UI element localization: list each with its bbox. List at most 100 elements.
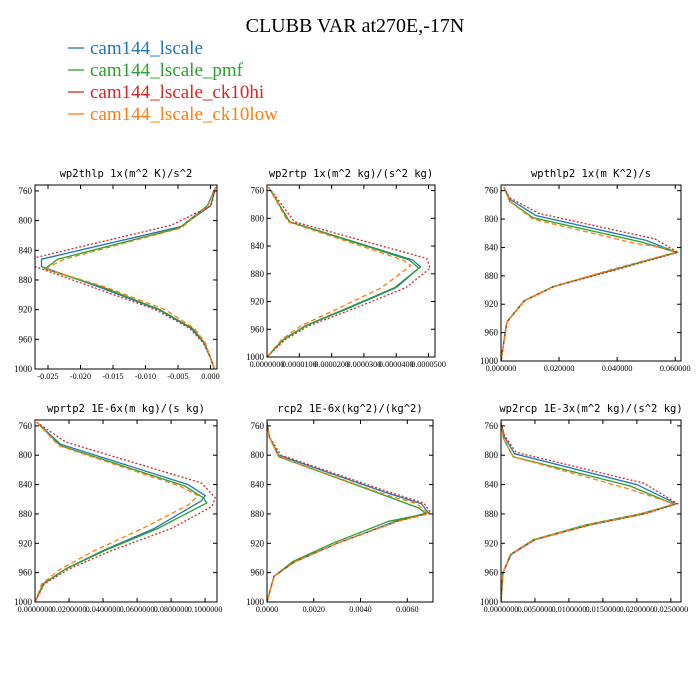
y-tick-label: 800 (251, 213, 265, 223)
y-tick-label: 880 (19, 275, 33, 285)
panel-title: wp2rcp 1E-3x(m^2 kg)/(s^2 kg) (499, 403, 682, 415)
x-tick-label: 0.0040 (349, 605, 372, 614)
x-tick-label: 0.1000000 (188, 605, 223, 614)
panel-6: wp2rcp 1E-3x(m^2 kg)/(s^2 kg)760 800 840 88… (480, 403, 688, 614)
y-tick-label: 760 (19, 186, 33, 196)
y-tick-label: 760 (19, 421, 33, 431)
x-tick-label: -0.020 (70, 372, 91, 381)
series-line-cam144-lscale (35, 421, 207, 602)
series-line-cam144-lscale-pmf (267, 422, 428, 602)
x-tick-label: 0.0200000 (619, 605, 654, 614)
series-line-cam144-lscale-ck10low (35, 421, 200, 602)
legend-label: cam144_lscale (90, 38, 203, 59)
y-tick-label: 960 (485, 568, 499, 578)
y-tick-label: 1000 (480, 597, 499, 607)
panel-title: wprtp2 1E-6x(m kg)/(s kg) (47, 403, 205, 415)
y-tick-label: 1000 (14, 364, 33, 374)
series-line-cam144-lscale-pmf (35, 421, 208, 602)
series-line-cam144-lscale-ck10low (267, 186, 412, 357)
x-tick-label: 0.040000 (602, 364, 633, 373)
y-tick-label: 920 (485, 299, 499, 309)
y-tick-label: 960 (485, 328, 499, 338)
series-line-cam144-lscale-ck10low (501, 186, 677, 361)
y-tick-label: 760 (251, 421, 265, 431)
series-line-cam144-lscale (267, 186, 422, 357)
x-tick-label: 0.0400000 (86, 605, 121, 614)
x-tick-label: 0.0020 (303, 605, 326, 614)
y-tick-label: 880 (19, 509, 33, 519)
y-tick-label: 800 (251, 450, 265, 460)
y-tick-label: 800 (485, 214, 499, 224)
series-line-cam144-lscale (267, 422, 430, 602)
x-tick-label: 0.0000300 (347, 360, 382, 369)
x-tick-label: 0.0000 (256, 605, 279, 614)
y-tick-label: 960 (19, 334, 33, 344)
y-tick-label: 840 (251, 480, 265, 490)
legend-label: cam144_lscale_pmf (90, 60, 244, 81)
x-tick-label: -0.005 (167, 372, 188, 381)
y-tick-label: 800 (485, 450, 499, 460)
legend-label: cam144_lscale_ck10low (90, 104, 278, 125)
y-tick-label: 880 (485, 271, 499, 281)
x-tick-label: -0.015 (102, 372, 123, 381)
series-line-cam144-lscale-ck10hi (267, 186, 431, 357)
panel-title: wp2rtp 1x(m^2 kg)/(s^2 kg) (269, 168, 433, 180)
y-tick-label: 840 (485, 480, 499, 490)
x-tick-label: 0.0600000 (120, 605, 155, 614)
x-tick-label: 0.000000 (486, 364, 517, 373)
series-line-cam144-lscale-pmf (43, 186, 217, 369)
figure-title: CLUBB VAR at270E,-17N (246, 15, 465, 37)
legend-entry: cam144_lscale_pmf (68, 60, 244, 81)
series-line-cam144-lscale (501, 422, 678, 602)
panel-2: wp2rtp 1x(m^2 kg)/(s^2 kg) 760 800 840 880 92… (246, 168, 446, 369)
y-tick-label: 1000 (14, 597, 33, 607)
panel-title: wpthlp2 1x(m K^2)/s (531, 168, 651, 180)
x-tick-label: 0.0060 (396, 605, 419, 614)
y-tick-label: 920 (19, 305, 33, 315)
y-tick-label: 880 (485, 509, 499, 519)
x-tick-label: 0.0200000 (52, 605, 87, 614)
panel-title: wp2thlp 1x(m^2 K)/s^2 (60, 168, 193, 180)
axes-frame (266, 184, 436, 358)
x-tick-label: 0.0150000 (585, 605, 620, 614)
y-tick-label: 760 (485, 186, 499, 196)
x-tick-label: 0.0000000 (18, 605, 53, 614)
y-tick-label: 840 (19, 245, 33, 255)
x-tick-label: 0.0050000 (518, 605, 553, 614)
x-tick-label: 0.0000400 (379, 360, 414, 369)
series-line-cam144-lscale-ck10low (43, 186, 217, 369)
legend-entry: cam144_lscale_ck10low (68, 104, 278, 125)
y-tick-label: 920 (19, 538, 33, 548)
x-tick-label: 0.0800000 (154, 605, 189, 614)
legend-label: cam144_lscale_ck10hi (90, 82, 264, 103)
series-line-cam144-lscale-pmf (501, 186, 679, 361)
x-tick-label: 0.0000200 (314, 360, 349, 369)
y-tick-label: 800 (19, 216, 33, 226)
x-tick-label: 0.0100000 (552, 605, 587, 614)
y-tick-label: 1000 (480, 356, 499, 366)
panel-3: wpthlp2 1x(m K^2)/s 760 800 840 880 920 960 100… (480, 168, 691, 373)
axes-frame (34, 184, 218, 370)
y-tick-label: 840 (251, 241, 265, 251)
y-tick-label: 1000 (246, 352, 265, 362)
y-tick-label: 760 (485, 421, 499, 431)
panel-1: wp2thlp 1x(m^2 K)/s^2 760 800 840 880 920 960 1… (14, 168, 220, 381)
series-line-cam144-lscale-pmf (267, 186, 420, 357)
chart-panels: wp2thlp 1x(m^2 K)/s^2 760 800 840 880 920 960 1… (14, 168, 691, 614)
legend-entry: cam144_lscale (68, 38, 203, 59)
axes-frame (500, 184, 682, 362)
x-tick-label: 0.0250000 (653, 605, 688, 614)
series-line-cam144-lscale (40, 187, 217, 369)
y-tick-label: 960 (251, 324, 265, 334)
x-tick-label: 0.0000000 (484, 605, 519, 614)
series-line-cam144-lscale-ck10hi (35, 421, 217, 602)
series-line-cam144-lscale-ck10hi (501, 422, 680, 602)
series-line-cam144-lscale-ck10low (501, 422, 677, 602)
axes-frame (500, 419, 682, 603)
y-tick-label: 1000 (246, 597, 265, 607)
x-tick-label: 0.020000 (544, 364, 575, 373)
legend-entry: cam144_lscale_ck10hi (68, 82, 264, 103)
axes-frame (266, 419, 434, 603)
panel-4: wprtp2 1E-6x(m kg)/(s kg) 760 800 840 880 920… (14, 403, 222, 614)
